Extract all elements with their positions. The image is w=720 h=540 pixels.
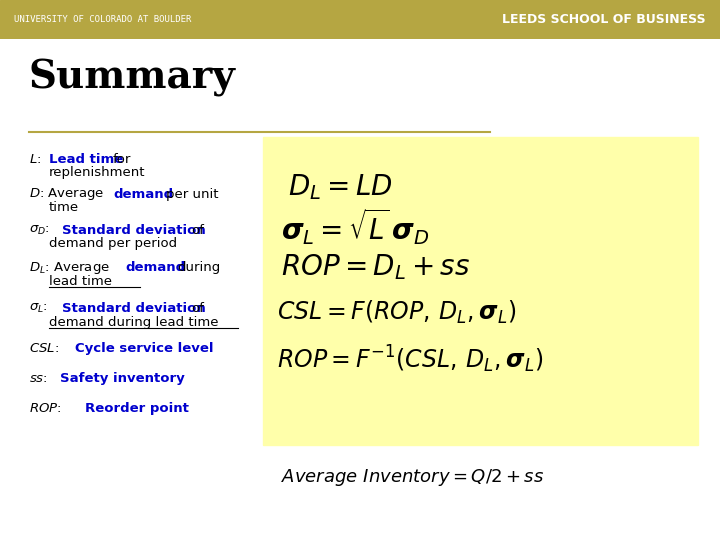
Text: during: during bbox=[177, 261, 220, 274]
Text: $\mathit{CSL}$:: $\mathit{CSL}$: bbox=[29, 342, 59, 355]
Text: $\mathit{CSL} = \mathit{F}(\mathit{ROP},\,\mathit{D}_{\mathit{L}},\boldsymbol{\s: $\mathit{CSL} = \mathit{F}(\mathit{ROP},… bbox=[277, 299, 517, 326]
Text: $\mathit{ROP}$:: $\mathit{ROP}$: bbox=[29, 402, 61, 415]
Text: $\sigma_D$:: $\sigma_D$: bbox=[29, 224, 50, 237]
Text: per unit: per unit bbox=[166, 188, 218, 201]
Text: demand per period: demand per period bbox=[49, 238, 177, 251]
Text: $\mathit{D}_L$: Average: $\mathit{D}_L$: Average bbox=[29, 260, 109, 276]
Text: $\mathit{D}_{\mathit{L}} = \mathit{LD}$: $\mathit{D}_{\mathit{L}} = \mathit{LD}$ bbox=[288, 172, 392, 201]
Text: of: of bbox=[191, 302, 204, 315]
Text: $\mathit{D}$: Average: $\mathit{D}$: Average bbox=[29, 186, 104, 202]
Text: demand: demand bbox=[114, 188, 174, 201]
Text: Safety inventory: Safety inventory bbox=[60, 372, 185, 384]
Text: Reorder point: Reorder point bbox=[85, 402, 189, 415]
Text: $\mathit{ROP} = \mathit{D}_{\mathit{L}} + \mathit{ss}$: $\mathit{ROP} = \mathit{D}_{\mathit{L}} … bbox=[281, 252, 470, 282]
Text: $\boldsymbol{\sigma}_{\mathit{L}} = \sqrt{\mathit{L}}\,\boldsymbol{\sigma}_{\mat: $\boldsymbol{\sigma}_{\mathit{L}} = \sqr… bbox=[281, 207, 430, 247]
Text: Cycle service level: Cycle service level bbox=[75, 342, 213, 355]
Text: Summary: Summary bbox=[29, 59, 235, 97]
Text: $\mathit{L}$:: $\mathit{L}$: bbox=[29, 153, 41, 166]
Text: time: time bbox=[49, 201, 79, 214]
Text: demand during lead time: demand during lead time bbox=[49, 315, 218, 328]
Text: lead time: lead time bbox=[49, 275, 112, 288]
Text: Standard deviation: Standard deviation bbox=[62, 224, 206, 237]
Text: replenishment: replenishment bbox=[49, 166, 145, 179]
Text: Lead time: Lead time bbox=[49, 153, 123, 166]
Text: Standard deviation: Standard deviation bbox=[62, 302, 206, 315]
Text: LEEDS SCHOOL OF BUSINESS: LEEDS SCHOOL OF BUSINESS bbox=[502, 13, 706, 26]
Text: $\mathit{ss}$:: $\mathit{ss}$: bbox=[29, 372, 48, 384]
Text: demand: demand bbox=[125, 261, 186, 274]
Text: $\mathit{Average\ Inventory} = Q/2 + ss$: $\mathit{Average\ Inventory} = Q/2 + ss$ bbox=[281, 467, 544, 488]
Text: of: of bbox=[191, 224, 204, 237]
Text: UNIVERSITY OF COLORADO AT BOULDER: UNIVERSITY OF COLORADO AT BOULDER bbox=[14, 15, 192, 24]
Text: $\sigma_L$:: $\sigma_L$: bbox=[29, 302, 48, 315]
Text: for: for bbox=[113, 153, 132, 166]
FancyBboxPatch shape bbox=[263, 137, 698, 445]
Text: $\mathit{ROP} = \mathit{F}^{-1}(\mathit{CSL},\,\mathit{D}_{\mathit{L}},\boldsymb: $\mathit{ROP} = \mathit{F}^{-1}(\mathit{… bbox=[277, 344, 544, 375]
